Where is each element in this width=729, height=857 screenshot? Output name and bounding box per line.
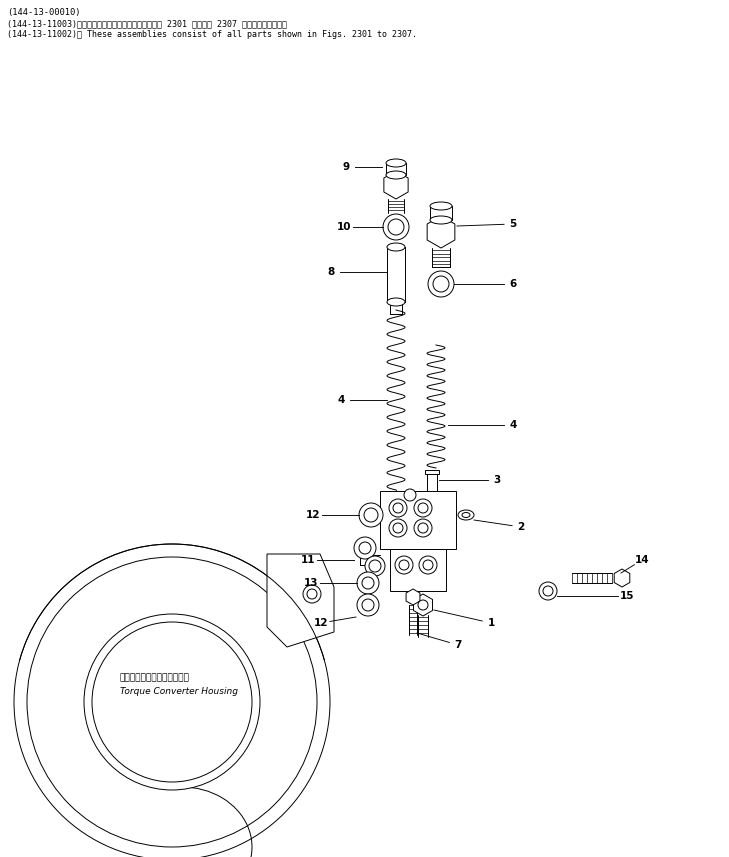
Text: 10: 10: [337, 222, 351, 232]
Circle shape: [365, 556, 385, 576]
Bar: [425, 470, 439, 474]
Circle shape: [399, 560, 409, 570]
Circle shape: [359, 503, 383, 527]
Circle shape: [539, 582, 557, 600]
Circle shape: [433, 276, 449, 292]
Circle shape: [428, 271, 454, 297]
Ellipse shape: [458, 510, 474, 520]
Circle shape: [414, 519, 432, 537]
Circle shape: [423, 560, 433, 570]
Text: 6: 6: [510, 279, 517, 289]
Text: Torque Converter Housing: Torque Converter Housing: [120, 687, 238, 696]
Circle shape: [359, 542, 371, 554]
Circle shape: [362, 599, 374, 611]
Text: 11: 11: [301, 555, 315, 565]
Circle shape: [362, 577, 374, 589]
Circle shape: [14, 544, 330, 857]
Ellipse shape: [462, 512, 470, 518]
Text: 14: 14: [635, 555, 650, 565]
Circle shape: [404, 489, 416, 501]
Ellipse shape: [386, 159, 406, 167]
Text: 15: 15: [620, 591, 634, 601]
Text: 4: 4: [510, 420, 517, 430]
Circle shape: [364, 508, 378, 522]
Circle shape: [383, 214, 409, 240]
Text: (144-13-11002)： These assemblies consist of all parts shown in Figs. 2301 to 230: (144-13-11002)： These assemblies consist…: [7, 30, 417, 39]
Text: 5: 5: [510, 219, 517, 229]
Circle shape: [354, 537, 376, 559]
Polygon shape: [413, 594, 432, 616]
Circle shape: [27, 557, 317, 847]
Circle shape: [389, 519, 407, 537]
Bar: [387, 247, 405, 302]
Bar: [380, 491, 456, 549]
Text: 12: 12: [313, 618, 328, 628]
Circle shape: [393, 523, 403, 533]
Text: 2: 2: [518, 522, 525, 532]
Polygon shape: [384, 171, 408, 199]
Polygon shape: [427, 216, 455, 248]
Text: (144-13-11003)　これらのアセンブリの構成部品は第 2301 図から第 2307 図までですみます．: (144-13-11003) これらのアセンブリの構成部品は第 2301 図から…: [7, 19, 287, 28]
Circle shape: [84, 614, 260, 790]
Text: 9: 9: [343, 162, 350, 172]
Text: 8: 8: [327, 267, 335, 277]
Text: 7: 7: [454, 640, 461, 650]
Text: (144-13-00010): (144-13-00010): [7, 8, 80, 17]
Circle shape: [389, 499, 407, 517]
Circle shape: [418, 523, 428, 533]
Text: トルクコンバータハウジング: トルクコンバータハウジング: [120, 673, 190, 682]
Polygon shape: [615, 569, 630, 587]
Circle shape: [369, 560, 381, 572]
Circle shape: [418, 600, 428, 610]
Circle shape: [388, 219, 404, 235]
Ellipse shape: [387, 298, 405, 306]
Ellipse shape: [386, 171, 406, 179]
Polygon shape: [267, 554, 334, 647]
Text: 4: 4: [338, 395, 345, 405]
Ellipse shape: [430, 216, 452, 224]
Bar: [430, 206, 452, 220]
Text: 3: 3: [494, 475, 501, 485]
Bar: [390, 549, 446, 591]
Circle shape: [357, 572, 379, 594]
Text: 13: 13: [304, 578, 319, 588]
Circle shape: [419, 556, 437, 574]
Circle shape: [393, 503, 403, 513]
Bar: [386, 163, 406, 175]
Polygon shape: [406, 589, 420, 605]
Ellipse shape: [387, 243, 405, 251]
Circle shape: [303, 585, 321, 603]
Text: 1: 1: [488, 618, 494, 628]
Circle shape: [357, 594, 379, 616]
Circle shape: [307, 589, 317, 599]
Circle shape: [414, 499, 432, 517]
Text: 12: 12: [305, 510, 320, 520]
Circle shape: [92, 622, 252, 782]
Circle shape: [418, 503, 428, 513]
Circle shape: [543, 586, 553, 596]
Ellipse shape: [430, 202, 452, 210]
Circle shape: [395, 556, 413, 574]
